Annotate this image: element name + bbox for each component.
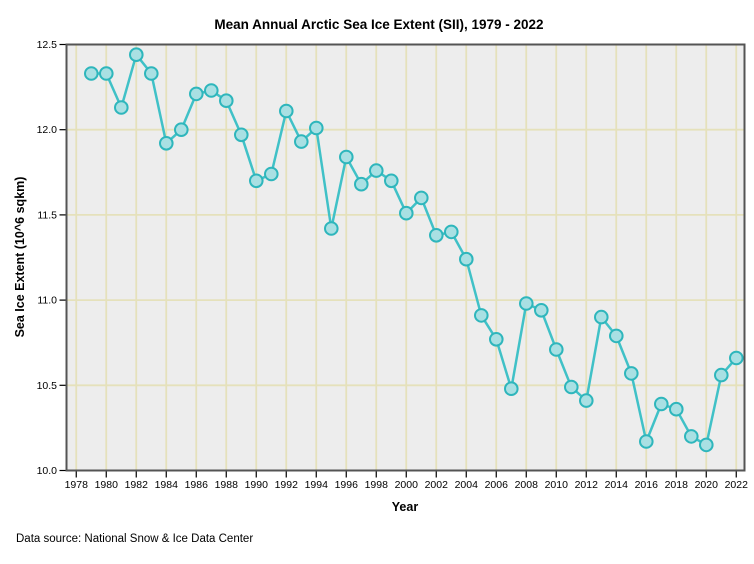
x-tick-label: 1988 (215, 479, 239, 491)
tick-layer (59, 43, 737, 478)
data-point (549, 342, 564, 357)
data-point (489, 332, 504, 347)
y-tick-label: 10.0 (37, 465, 58, 477)
y-tick-label: 11.5 (37, 209, 57, 221)
y-axis-label: Sea Ice Extent (10^6 sqkm) (13, 177, 27, 338)
x-tick-label: 1982 (125, 479, 149, 491)
y-tick-label: 12.0 (37, 124, 58, 136)
data-point (144, 66, 159, 81)
x-tick-label: 2008 (515, 479, 539, 491)
plot-frame (65, 43, 746, 472)
x-tick-label: 2016 (635, 479, 659, 491)
x-tick-label: 2004 (455, 479, 479, 491)
data-point (684, 429, 699, 444)
chart-title: Mean Annual Arctic Sea Ice Extent (SII),… (214, 17, 543, 32)
data-point (669, 401, 684, 417)
data-point (99, 66, 114, 81)
tick-label-layer: 1978 1980 1982 1984 1986 1988 1990 1992 1994 1996… (37, 39, 749, 491)
data-point (519, 296, 534, 311)
data-point (609, 328, 624, 344)
x-tick-label: 1994 (305, 479, 329, 491)
data-point (459, 251, 474, 267)
data-point (324, 221, 339, 236)
x-tick-label: 2014 (605, 479, 629, 491)
data-point (174, 122, 189, 137)
data-point (579, 393, 594, 408)
data-point (534, 303, 549, 318)
data-point (714, 367, 729, 383)
x-tick-label: 1980 (95, 479, 119, 491)
data-point (189, 86, 204, 102)
x-tick-label: 1984 (155, 479, 179, 491)
data-point (444, 224, 459, 240)
x-tick-label: 1978 (65, 479, 89, 491)
y-tick-label: 12.5 (37, 39, 58, 51)
data-point (204, 83, 219, 98)
data-point (354, 176, 369, 192)
data-point (594, 309, 609, 325)
x-tick-label: 1996 (335, 479, 359, 491)
data-point (248, 173, 264, 189)
x-tick-label: 1998 (365, 479, 389, 491)
data-point (729, 350, 744, 366)
x-axis-label: Year (392, 500, 419, 514)
data-point (504, 381, 519, 397)
y-tick-label: 10.5 (37, 380, 58, 392)
series-layer (84, 47, 744, 453)
data-point (414, 190, 429, 206)
x-tick-label: 2006 (485, 479, 509, 491)
data-point (129, 47, 144, 63)
x-tick-label: 2002 (425, 479, 449, 491)
data-point (564, 379, 579, 395)
data-point (429, 228, 444, 243)
data-point (309, 120, 324, 136)
gridline-layer (66, 44, 745, 471)
data-point (384, 173, 399, 189)
plot-frame-layer (65, 43, 746, 472)
data-point (114, 100, 129, 115)
x-tick-label: 2012 (575, 479, 599, 491)
x-tick-label: 2022 (725, 479, 749, 491)
data-point (339, 149, 354, 165)
data-point (279, 103, 294, 119)
data-point (294, 134, 309, 149)
x-tick-label: 2010 (545, 479, 569, 491)
data-point (624, 366, 639, 381)
x-tick-label: 1986 (185, 479, 209, 491)
x-tick-label: 2018 (665, 479, 689, 491)
data-point (234, 127, 249, 143)
data-point (159, 136, 174, 151)
data-point (84, 66, 99, 81)
data-source-note: Data source: National Snow & Ice Data Ce… (16, 533, 253, 545)
data-point (654, 396, 669, 412)
data-point (399, 205, 414, 221)
data-point (264, 166, 279, 182)
data-point (474, 308, 489, 323)
x-tick-label: 1992 (275, 479, 299, 491)
y-tick-label: 11.0 (37, 295, 57, 307)
data-point (369, 163, 384, 178)
x-tick-label: 2020 (695, 479, 719, 491)
x-tick-label: 2000 (395, 479, 419, 491)
data-point (639, 434, 654, 449)
x-tick-label: 1990 (245, 479, 269, 491)
data-point (699, 437, 714, 453)
data-point (219, 93, 234, 108)
